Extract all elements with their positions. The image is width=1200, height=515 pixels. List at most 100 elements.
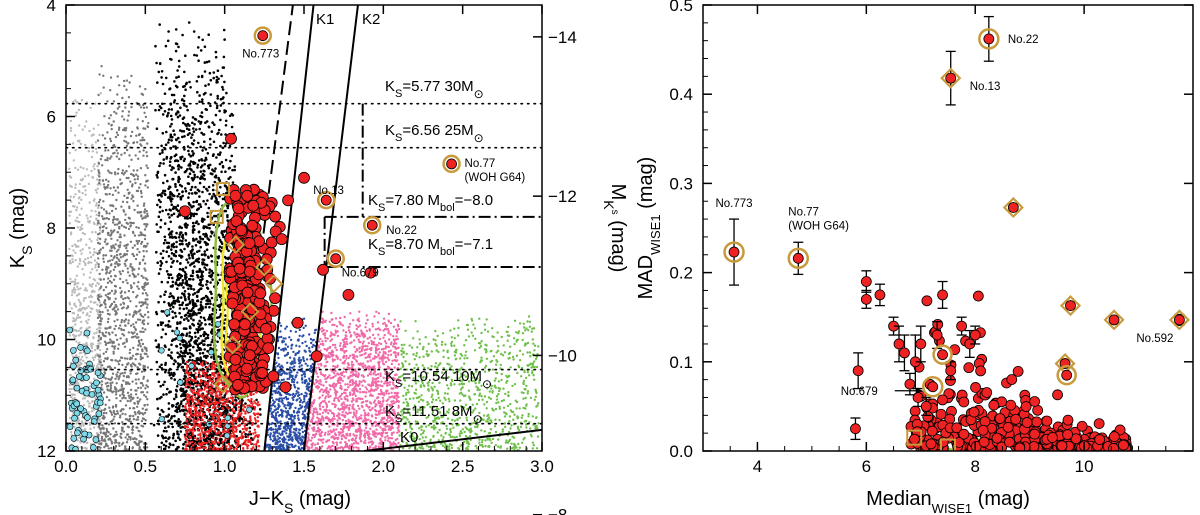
- highlight-ring: [922, 376, 944, 398]
- rsg-point: [243, 349, 256, 362]
- point-label-No592: No.592: [1136, 333, 1173, 345]
- text-part: bol: [440, 202, 455, 214]
- rsg-point: [225, 132, 237, 145]
- variability-point: [994, 413, 1006, 424]
- y-tick-label: 8: [47, 219, 56, 238]
- point-label-No773: No.773: [242, 49, 279, 61]
- rsg-point: [364, 266, 377, 279]
- rsg-point: [279, 381, 292, 394]
- text-part: J−K: [249, 488, 285, 510]
- highlight-ring: [932, 344, 953, 365]
- variability-point: [1062, 414, 1074, 426]
- text-part: =8.70 M: [385, 236, 440, 253]
- variability-point: [1062, 429, 1074, 440]
- variability-point: [996, 441, 1008, 451]
- variability-point: [1052, 389, 1063, 401]
- rsg-point: [260, 322, 272, 335]
- population-dark-grey: [96, 65, 150, 451]
- text-part: ⊙: [474, 131, 484, 145]
- x-tick-label: 8: [970, 457, 979, 476]
- cmd-annotations: KS=5.77 30M⊙KS=6.56 25M⊙KS=10.54 10M⊙KS=…: [316, 11, 493, 446]
- rsg-point: [246, 219, 259, 232]
- x-tick-label: 0.5: [134, 457, 158, 476]
- text-part: =11.51 8M: [402, 403, 472, 420]
- rsg-point: [243, 237, 256, 250]
- rsg-point: [228, 318, 241, 331]
- cyan-point: [93, 379, 100, 387]
- rsg-point: [310, 350, 323, 363]
- variability-point: [931, 329, 943, 341]
- cyan-point: [77, 367, 85, 374]
- variability-point: [926, 425, 938, 437]
- rsg-point: [269, 292, 281, 305]
- text-part: =5.77 30M: [402, 78, 473, 95]
- gold-square: [209, 209, 224, 224]
- cyan-point: [77, 405, 85, 412]
- point-label-No22: No.22: [1008, 34, 1039, 46]
- point-label-No679: No.679: [841, 386, 878, 398]
- cyan-point: [84, 414, 91, 421]
- text-part: K: [368, 236, 378, 253]
- x-tick-label: 4: [753, 457, 762, 476]
- gold-square: [906, 429, 923, 446]
- variability-point: [1005, 399, 1017, 411]
- text-part: (mag): [607, 215, 629, 273]
- variability-point: [915, 338, 927, 350]
- cyan-point: [72, 446, 79, 451]
- population-blue: [263, 317, 318, 451]
- boundary-K0: [364, 428, 542, 451]
- variability-point: [968, 406, 980, 418]
- x-tick-label: 0.0: [54, 457, 78, 476]
- highlight-point: [1173, 314, 1185, 326]
- point-label-alias: (WOH G64): [465, 172, 526, 184]
- mass-label: KS=11.51 8M⊙: [385, 403, 483, 426]
- highlight-point: [728, 246, 740, 258]
- highlight-point: [446, 158, 457, 170]
- highlight-point: [320, 194, 332, 206]
- highlight-ring: [442, 154, 461, 174]
- variability-point: [1108, 431, 1120, 442]
- cyan-point: [66, 326, 74, 334]
- text-part: ⊙: [473, 412, 483, 426]
- gold-square: [216, 181, 231, 196]
- cmd-plot-area: [66, 5, 542, 451]
- rsg-point: [232, 379, 244, 391]
- rsg-point: [282, 194, 294, 207]
- rsg-point: [229, 353, 242, 366]
- variability-point: [1094, 434, 1106, 445]
- variability-point: [1029, 428, 1040, 440]
- variability-point: [850, 423, 861, 435]
- rsg-point: [226, 297, 239, 310]
- y-tick-label: 0.3: [669, 174, 693, 193]
- variability-point: [1093, 418, 1105, 430]
- y-tick-label: 0.4: [669, 85, 693, 104]
- text-part: =−7.1: [455, 236, 493, 253]
- cyan-point: [73, 400, 81, 408]
- cyan-point: [173, 329, 181, 336]
- arrow-head: [915, 387, 923, 394]
- highlight-ring: [316, 190, 336, 210]
- variability-point: [958, 396, 970, 408]
- variability-point: [925, 438, 937, 450]
- variability-point: [1031, 416, 1043, 428]
- y-axis-label: KS (mag): [7, 188, 35, 268]
- variability-point: [909, 405, 921, 417]
- rsg-point: [243, 265, 256, 278]
- cyan-point: [72, 356, 80, 364]
- rsg-point: [233, 262, 246, 275]
- rsg-point: [254, 287, 267, 300]
- x-axis-label: J−KS (mag): [249, 488, 351, 515]
- text-part: =10.54 10M: [402, 368, 482, 385]
- variability-point: [935, 408, 947, 420]
- text-part: K: [368, 192, 378, 209]
- text-part: S: [395, 132, 402, 144]
- text-part: =−8.0: [455, 192, 493, 209]
- variability-point: [1108, 442, 1119, 451]
- text-part: WISE1: [932, 501, 972, 515]
- variability-point: [951, 422, 963, 434]
- cyan-point: [164, 309, 171, 316]
- gold-diamond: [254, 257, 274, 277]
- cyan-point: [84, 347, 91, 355]
- cyan-point: [71, 414, 78, 422]
